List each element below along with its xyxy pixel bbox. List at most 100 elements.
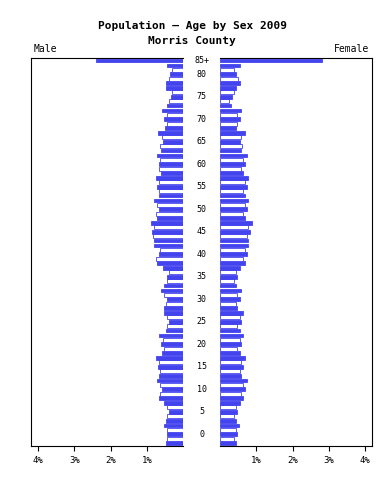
Bar <box>220 270 236 274</box>
Bar <box>220 369 240 373</box>
Bar <box>220 383 243 387</box>
Bar <box>220 432 237 436</box>
Bar <box>166 86 183 90</box>
Bar <box>162 387 183 391</box>
Bar <box>167 279 183 283</box>
Bar <box>220 329 240 333</box>
Bar <box>220 176 248 180</box>
Bar <box>220 401 240 405</box>
Bar <box>163 266 183 270</box>
Text: 10: 10 <box>197 385 207 394</box>
Bar <box>220 167 241 170</box>
Bar <box>220 221 252 225</box>
Bar <box>220 113 237 117</box>
Bar <box>159 396 183 400</box>
Bar <box>154 226 183 229</box>
Bar <box>162 288 183 292</box>
Bar <box>167 297 183 301</box>
Bar <box>159 360 183 364</box>
Bar <box>167 414 183 418</box>
Bar <box>157 216 183 220</box>
Bar <box>220 234 247 238</box>
Bar <box>220 360 241 364</box>
Bar <box>220 199 248 203</box>
Bar <box>162 351 183 355</box>
Bar <box>220 230 250 234</box>
Bar <box>160 248 183 252</box>
Bar <box>164 117 183 121</box>
Bar <box>172 90 183 94</box>
Bar <box>167 104 183 108</box>
Bar <box>167 122 183 126</box>
Bar <box>220 63 240 67</box>
Bar <box>220 347 237 350</box>
Bar <box>169 320 183 324</box>
Bar <box>153 234 183 238</box>
Bar <box>154 243 183 247</box>
Text: 80: 80 <box>197 70 207 79</box>
Bar <box>159 180 183 184</box>
Bar <box>220 185 247 189</box>
Text: 65: 65 <box>197 137 207 146</box>
Bar <box>220 293 237 297</box>
Bar <box>220 373 241 377</box>
Bar <box>156 356 183 360</box>
Bar <box>160 144 183 148</box>
Bar <box>158 365 183 369</box>
Bar <box>220 104 231 108</box>
Bar <box>220 423 239 427</box>
Bar <box>158 131 183 135</box>
Bar <box>166 441 183 445</box>
Bar <box>167 113 183 117</box>
Bar <box>220 180 245 184</box>
Bar <box>156 176 183 180</box>
Bar <box>220 72 236 76</box>
Bar <box>220 297 240 301</box>
Bar <box>159 207 183 211</box>
Bar <box>220 406 236 409</box>
Text: 25: 25 <box>197 317 207 326</box>
Bar <box>220 302 236 306</box>
Bar <box>220 59 322 62</box>
Bar <box>169 410 183 414</box>
Text: 55: 55 <box>197 182 207 191</box>
Bar <box>220 288 241 292</box>
Bar <box>172 68 183 72</box>
Bar <box>220 261 245 265</box>
Bar <box>220 135 241 139</box>
Bar <box>171 95 183 99</box>
Bar <box>220 248 245 252</box>
Bar <box>220 279 234 283</box>
Text: 60: 60 <box>197 160 207 169</box>
Bar <box>220 158 243 162</box>
Bar <box>220 207 247 211</box>
Bar <box>220 437 234 441</box>
Bar <box>166 329 183 333</box>
Bar <box>220 306 237 310</box>
Bar <box>164 347 183 350</box>
Text: Male: Male <box>34 44 57 54</box>
Bar <box>220 126 236 130</box>
Bar <box>220 243 248 247</box>
Bar <box>156 257 183 261</box>
Bar <box>166 419 183 422</box>
Bar <box>164 311 183 315</box>
Bar <box>157 185 183 189</box>
Bar <box>160 392 183 396</box>
Bar <box>220 365 243 369</box>
Bar <box>165 126 183 130</box>
Bar <box>220 356 245 360</box>
Bar <box>157 154 183 157</box>
Text: 5: 5 <box>199 407 204 416</box>
Bar <box>167 406 183 409</box>
Bar <box>220 95 232 99</box>
Bar <box>220 315 240 319</box>
Bar <box>220 311 243 315</box>
Bar <box>220 275 237 279</box>
Bar <box>164 306 183 310</box>
Bar <box>220 226 248 229</box>
Bar <box>220 77 238 81</box>
Bar <box>159 189 183 193</box>
Bar <box>169 99 183 103</box>
Text: 75: 75 <box>197 92 207 101</box>
